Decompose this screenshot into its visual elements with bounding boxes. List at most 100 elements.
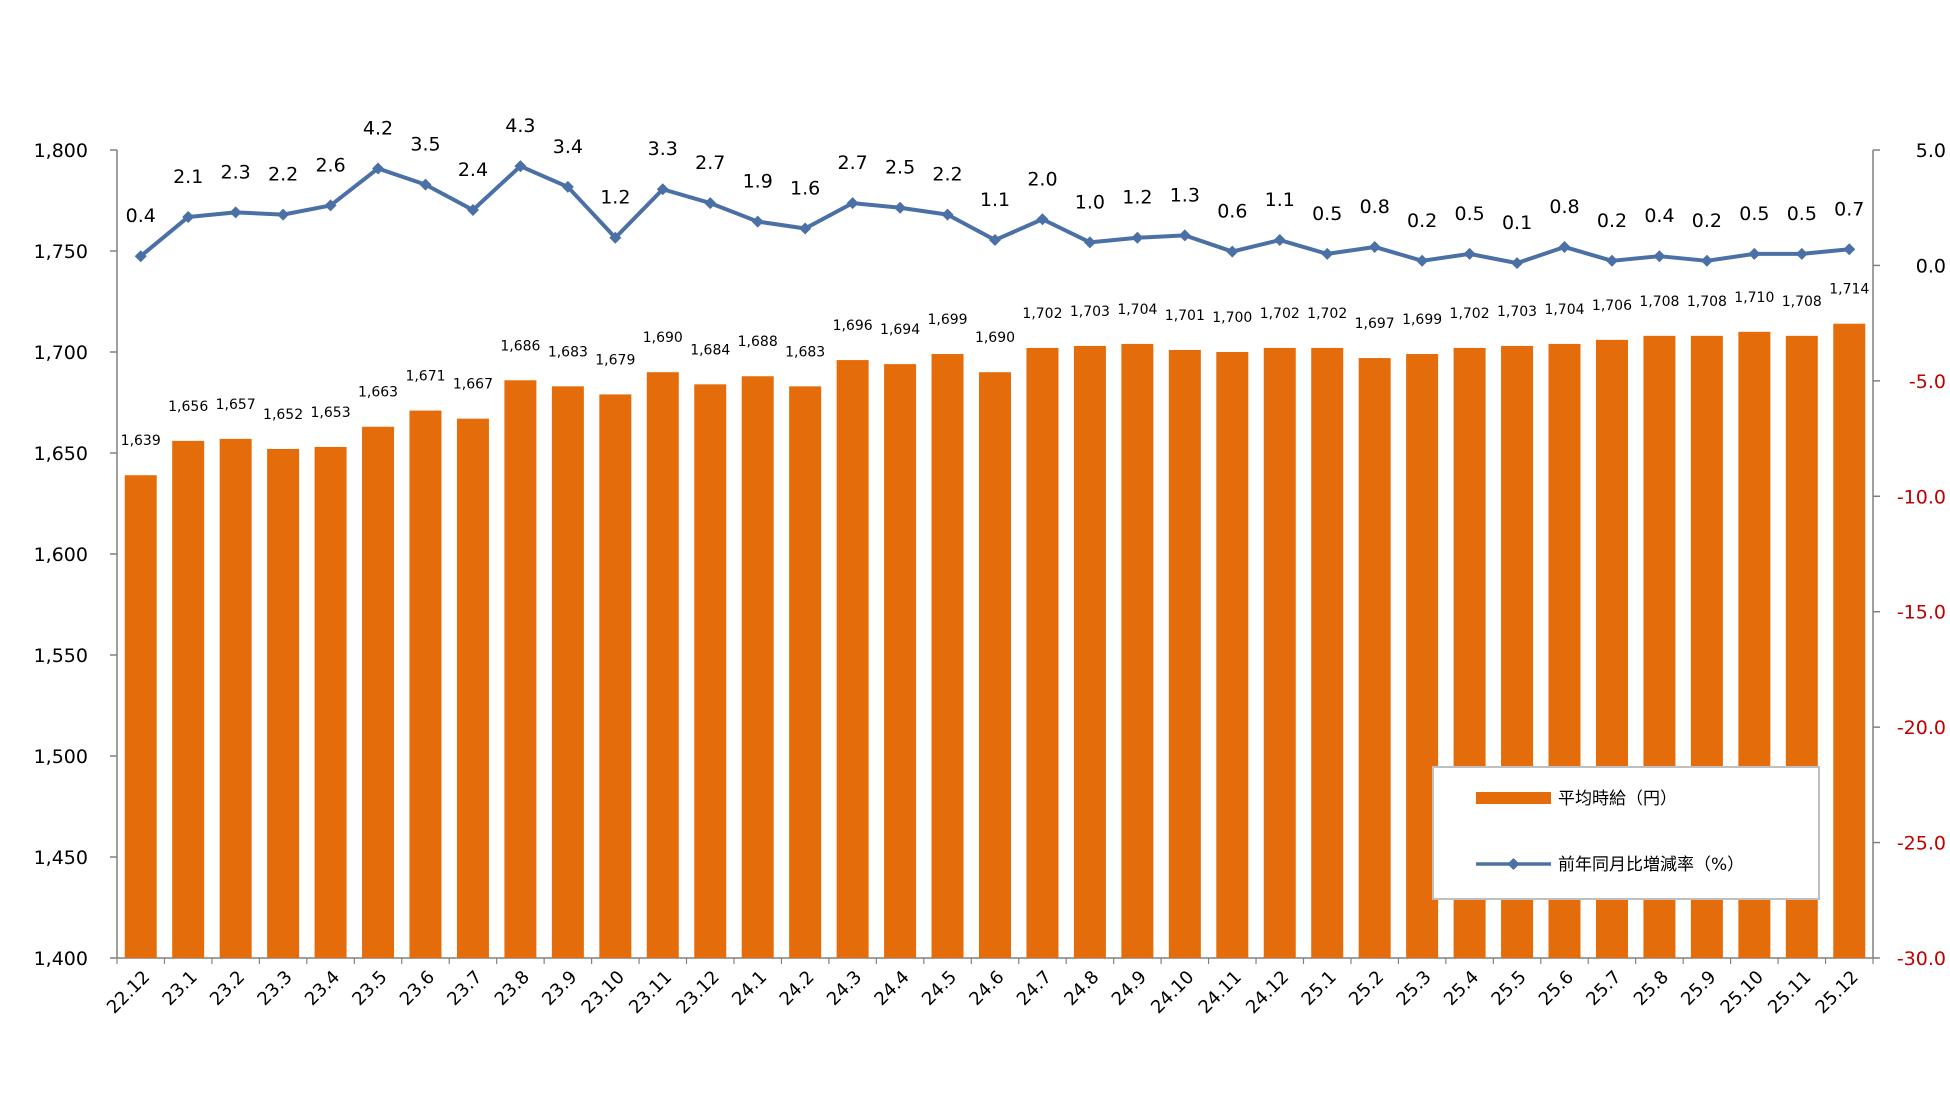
line-value-label: 0.5 [1454, 203, 1484, 225]
bar-value-label: 1,686 [500, 338, 540, 354]
y-right-tick-label: -20.0 [1897, 717, 1946, 739]
bar-value-label: 1,708 [1687, 294, 1727, 310]
bar [1311, 347, 1344, 959]
line-value-label: 1.3 [1170, 184, 1200, 206]
line-point-marker [1226, 245, 1239, 258]
legend-bar-label: 平均時給（円） [1558, 789, 1677, 809]
x-category-label: 23.9 [538, 967, 581, 1010]
x-category-label: 25.5 [1487, 967, 1530, 1010]
y-right-tick-label: 0.0 [1916, 255, 1946, 277]
x-category-label: 24.2 [776, 967, 819, 1010]
line-point-marker [1368, 240, 1381, 253]
line-value-label: 1.6 [790, 177, 820, 199]
bar-value-label: 1,671 [405, 369, 445, 385]
line-point-marker [134, 250, 147, 263]
bar [694, 384, 727, 958]
y-left-tick-label: 1,400 [34, 948, 88, 970]
line-value-label: 2.7 [695, 152, 725, 174]
line-point-marker [324, 199, 337, 212]
bar-value-label: 1,667 [453, 377, 493, 393]
line-value-label: 2.2 [932, 164, 962, 186]
x-category-label: 25.1 [1298, 967, 1341, 1010]
x-category-label: 24.4 [870, 967, 913, 1010]
bar-value-label: 1,703 [1497, 304, 1537, 320]
x-category-label: 25.6 [1535, 967, 1578, 1010]
line-series-path [139, 164, 1850, 266]
bar [1168, 349, 1201, 959]
x-category-label: 24.6 [965, 967, 1008, 1010]
bar-value-label: 1,699 [927, 312, 967, 328]
x-category-label: 23.2 [206, 967, 249, 1010]
bar [219, 438, 252, 958]
y-left-tick-label: 1,800 [34, 140, 88, 162]
x-category-label: 23.12 [672, 967, 723, 1018]
line-value-label: 1.2 [1122, 187, 1152, 209]
bar-value-label: 1,701 [1165, 308, 1205, 324]
x-category-label: 25.11 [1764, 967, 1815, 1018]
line-value-label: 0.4 [1644, 205, 1674, 227]
line-value-label: 0.5 [1312, 203, 1342, 225]
bar-value-label: 1,706 [1592, 298, 1632, 314]
bar-value-label: 1,657 [216, 397, 256, 413]
line-point-marker [1653, 250, 1666, 263]
bar [551, 386, 584, 959]
bar [314, 446, 347, 958]
x-category-label: 24.1 [728, 967, 771, 1010]
line-value-label: 0.6 [1217, 201, 1247, 223]
line-point-marker [514, 160, 527, 173]
bar-value-label: 1,702 [1307, 306, 1347, 322]
x-category-label: 23.6 [396, 967, 439, 1010]
bar [1833, 323, 1866, 959]
y-left-tick-label: 1,700 [34, 342, 88, 364]
bars-group [124, 323, 1866, 959]
line-value-label: 4.3 [505, 115, 535, 137]
line-point-marker [1416, 254, 1429, 267]
line-point-marker [1605, 254, 1618, 267]
line-value-label: 1.9 [743, 171, 773, 193]
bar-value-label: 1,708 [1782, 294, 1822, 310]
bar [1263, 347, 1296, 959]
y-right-tick-label: -10.0 [1897, 486, 1946, 508]
x-category-label: 24.11 [1195, 967, 1246, 1018]
line-point-marker [229, 206, 242, 219]
line-point-marker [277, 208, 290, 221]
x-category-label: 23.8 [491, 967, 534, 1010]
x-category-label: 23.5 [348, 967, 391, 1010]
bar-value-label: 1,688 [738, 334, 778, 350]
line-value-label: 0.5 [1739, 203, 1769, 225]
bar [979, 372, 1011, 958]
y-left-tick-label: 1,500 [34, 746, 88, 768]
bar [1216, 352, 1249, 958]
line-value-label: 0.2 [1692, 210, 1722, 232]
line-point-marker [1463, 247, 1476, 260]
line-point-marker [1843, 243, 1856, 256]
line-point-marker [704, 197, 717, 210]
bar-value-label: 1,684 [690, 342, 730, 358]
line-point-marker [1795, 247, 1808, 260]
x-category-label: 24.9 [1108, 967, 1151, 1010]
line-series-group [134, 160, 1856, 270]
bar [409, 410, 442, 959]
x-category-label: 23.3 [253, 967, 296, 1010]
line-value-label: 4.2 [363, 117, 393, 139]
bar [884, 364, 917, 958]
y-left-tick-label: 1,550 [34, 645, 88, 667]
bar-value-label: 1,652 [263, 407, 303, 423]
x-category-label: 23.4 [301, 967, 344, 1010]
line-value-label: 2.4 [458, 159, 488, 181]
bar-value-label: 1,702 [1260, 306, 1300, 322]
bar-value-label: 1,663 [358, 385, 398, 401]
line-value-label: 0.2 [1597, 210, 1627, 232]
line-point-marker [1131, 231, 1144, 244]
line-value-label: 2.7 [838, 152, 868, 174]
line-value-label: 3.5 [410, 134, 440, 156]
bar-value-label: 1,694 [880, 322, 920, 338]
legend-line-label: 前年同月比増減率（%） [1558, 855, 1744, 875]
bar-value-label: 1,656 [168, 399, 208, 415]
bar [362, 426, 395, 958]
bar-value-label: 1,708 [1639, 294, 1679, 310]
x-category-label: 24.7 [1013, 967, 1056, 1010]
x-category-label: 24.5 [918, 967, 961, 1010]
